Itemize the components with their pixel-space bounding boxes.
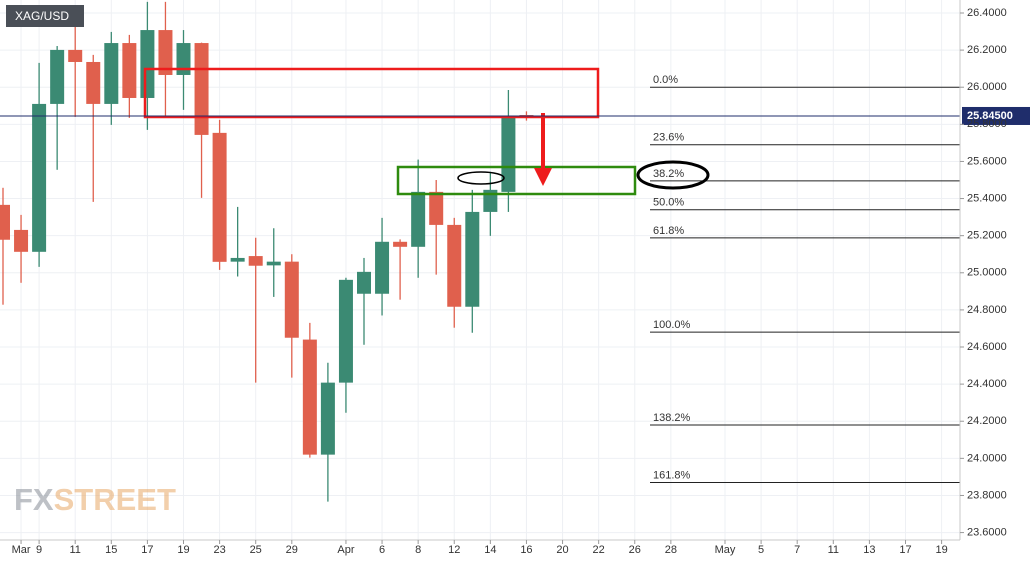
x-tick-label: 25 bbox=[250, 544, 262, 556]
y-tick-label: 24.2000 bbox=[967, 415, 1007, 427]
x-tick-label: 29 bbox=[286, 544, 298, 556]
x-tick-label: 12 bbox=[448, 544, 460, 556]
candle-body bbox=[50, 49, 65, 104]
y-tick-label: 26.0000 bbox=[967, 81, 1007, 93]
y-tick-label: 23.6000 bbox=[967, 526, 1007, 538]
support-box bbox=[396, 165, 637, 196]
last-price-label: 25.84500 bbox=[967, 110, 1013, 122]
axes: 23.6000 23.8000 24.0000 24.2000 24.4000 24.60… bbox=[12, 7, 1007, 556]
x-tick-label: 11 bbox=[828, 544, 839, 556]
x-tick-label: 19 bbox=[935, 544, 947, 556]
arrow-head bbox=[534, 168, 552, 186]
fib-label: 0.0% bbox=[653, 74, 678, 86]
y-tick-label: 26.2000 bbox=[967, 44, 1007, 56]
x-tick-label: 17 bbox=[899, 544, 911, 556]
x-tick-label: 6 bbox=[379, 544, 385, 556]
x-tick-label: 19 bbox=[177, 544, 189, 556]
candle-body bbox=[411, 191, 426, 247]
x-tick-label: 26 bbox=[629, 544, 641, 556]
candle-body bbox=[338, 279, 353, 383]
symbol-label: XAG/USD bbox=[15, 9, 69, 23]
x-tick-label: 23 bbox=[213, 544, 225, 556]
y-tick-label: 24.6000 bbox=[967, 341, 1007, 353]
fib-label: 23.6% bbox=[653, 132, 684, 144]
candle-body bbox=[429, 191, 444, 225]
candle-body bbox=[158, 30, 173, 75]
candle-body bbox=[465, 211, 480, 307]
fib-label: 61.8% bbox=[653, 225, 684, 237]
fibonacci-levels: 0.0% 23.6% 38.2% 50.0% 61.8% 100.0% 138.2% 161.… bbox=[650, 74, 960, 483]
x-tick-label: 22 bbox=[593, 544, 605, 556]
last-price: 25.84500 bbox=[0, 106, 1030, 125]
candle-body bbox=[68, 49, 83, 62]
y-tick-label: 26.4000 bbox=[967, 7, 1007, 19]
x-tick-label: 20 bbox=[556, 544, 568, 556]
x-tick-label: 15 bbox=[105, 544, 117, 556]
x-tick-label: 16 bbox=[520, 544, 532, 556]
candles bbox=[0, 1, 534, 502]
highlight-ellipse-small bbox=[457, 171, 505, 185]
candle-body bbox=[176, 43, 191, 75]
x-tick-label: 9 bbox=[36, 544, 42, 556]
candle-body bbox=[194, 43, 209, 135]
x-tick-label: 8 bbox=[415, 544, 421, 556]
candle-body bbox=[302, 339, 317, 455]
watermark-street: STREET bbox=[54, 482, 176, 517]
candle-body bbox=[320, 382, 335, 455]
last-price-box bbox=[962, 106, 1030, 125]
y-tick-label: 24.0000 bbox=[967, 452, 1007, 464]
highlight-ellipse bbox=[636, 160, 710, 190]
y-tick-label: 25.8000 bbox=[967, 118, 1007, 130]
x-tick-label: 17 bbox=[141, 544, 153, 556]
candle-body bbox=[375, 241, 390, 294]
x-tick-label: 13 bbox=[863, 544, 875, 556]
candle-body bbox=[104, 43, 119, 104]
candle-body bbox=[32, 103, 47, 252]
x-tick-label: 11 bbox=[69, 544, 80, 556]
candle-body bbox=[393, 241, 408, 247]
grid bbox=[0, 0, 960, 540]
x-tick-label: May bbox=[715, 544, 736, 556]
fib-label: 50.0% bbox=[653, 197, 684, 209]
resistance-box bbox=[143, 67, 600, 119]
candle-body bbox=[86, 61, 101, 104]
candle-body bbox=[266, 261, 281, 266]
candle-body bbox=[14, 229, 29, 252]
y-tick-label: 25.0000 bbox=[967, 267, 1007, 279]
fib-label: 38.2% bbox=[653, 168, 684, 180]
y-tick-label: 24.4000 bbox=[967, 378, 1007, 390]
y-tick-label: 25.4000 bbox=[967, 192, 1007, 204]
x-tick-label: 5 bbox=[758, 544, 764, 556]
fib-label: 161.8% bbox=[653, 469, 691, 481]
symbol-box bbox=[6, 5, 84, 27]
candle-body bbox=[357, 271, 371, 294]
y-tick-label: 24.8000 bbox=[967, 304, 1007, 316]
y-tick-label: 25.6000 bbox=[967, 155, 1007, 167]
candle-body bbox=[447, 224, 462, 307]
candle-body bbox=[212, 132, 227, 262]
candle-body bbox=[501, 117, 516, 192]
x-tick-label: 7 bbox=[794, 544, 800, 556]
candle-body bbox=[284, 261, 299, 338]
x-tick-label: Mar bbox=[12, 544, 31, 556]
candle-body bbox=[483, 189, 498, 212]
candle-body bbox=[248, 256, 263, 266]
fib-label: 100.0% bbox=[653, 319, 691, 331]
fib-label: 138.2% bbox=[653, 412, 691, 424]
x-tick-label: Apr bbox=[337, 544, 354, 556]
y-tick-label: 23.8000 bbox=[967, 489, 1007, 501]
candle-body bbox=[230, 257, 245, 262]
candle-body bbox=[0, 204, 10, 240]
annotations bbox=[143, 67, 710, 196]
candle-body bbox=[122, 43, 137, 98]
x-tick-label: 14 bbox=[484, 544, 496, 556]
candle-body bbox=[140, 30, 155, 98]
y-tick-label: 25.2000 bbox=[967, 230, 1007, 242]
x-tick-label: 28 bbox=[665, 544, 677, 556]
watermark-fx: FX bbox=[14, 482, 54, 517]
watermark: FXSTREET bbox=[14, 482, 176, 517]
